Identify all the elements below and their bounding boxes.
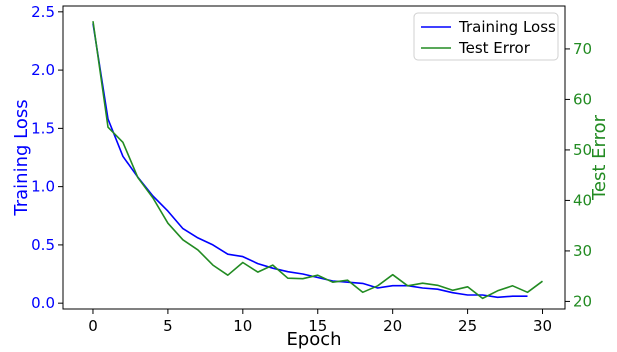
x-tick-label: 20 [383, 317, 402, 335]
right-y-tick-label: 20 [573, 292, 592, 310]
left-y-tick-label: 1.5 [31, 119, 55, 137]
x-tick-label: 15 [308, 317, 327, 335]
legend: Training Loss Test Error [413, 12, 559, 61]
left-axis-title: Training Loss [11, 99, 32, 216]
right-y-tick-label: 50 [573, 141, 592, 159]
series-line-test-error [92, 21, 543, 300]
legend-label-training-loss: Training Loss [458, 18, 556, 36]
left-y-tick-label: 2.5 [31, 3, 55, 21]
x-tick-label: 30 [533, 317, 552, 335]
right-y-tick-label: 70 [573, 40, 592, 58]
x-tick-label: 5 [163, 317, 173, 335]
plot-area-border [62, 5, 566, 310]
x-axis-title: Epoch [286, 329, 341, 350]
right-y-tick-label: 30 [573, 242, 592, 260]
right-axis-title: Test Error [589, 114, 610, 201]
series-line-training-loss [92, 23, 528, 299]
x-axis-ticks: 0 5 10 15 20 25 30 [88, 309, 552, 335]
x-tick-label: 10 [233, 317, 252, 335]
right-axis-ticks: 20 30 40 50 60 70 [565, 40, 592, 310]
x-tick-label: 0 [88, 317, 98, 335]
left-axis-ticks: 0.0 0.5 1.0 1.5 2.0 2.5 [31, 3, 63, 312]
axes-frame [62, 5, 566, 310]
x-tick-label: 25 [458, 317, 477, 335]
left-y-tick-label: 0.0 [31, 294, 55, 312]
legend-label-test-error: Test Error [458, 39, 531, 57]
left-y-tick-label: 0.5 [31, 236, 55, 254]
left-y-tick-label: 1.0 [31, 178, 55, 196]
left-y-tick-label: 2.0 [31, 61, 55, 79]
right-y-tick-label: 60 [573, 90, 592, 108]
series-layer [92, 21, 543, 300]
right-y-tick-label: 40 [573, 191, 592, 209]
